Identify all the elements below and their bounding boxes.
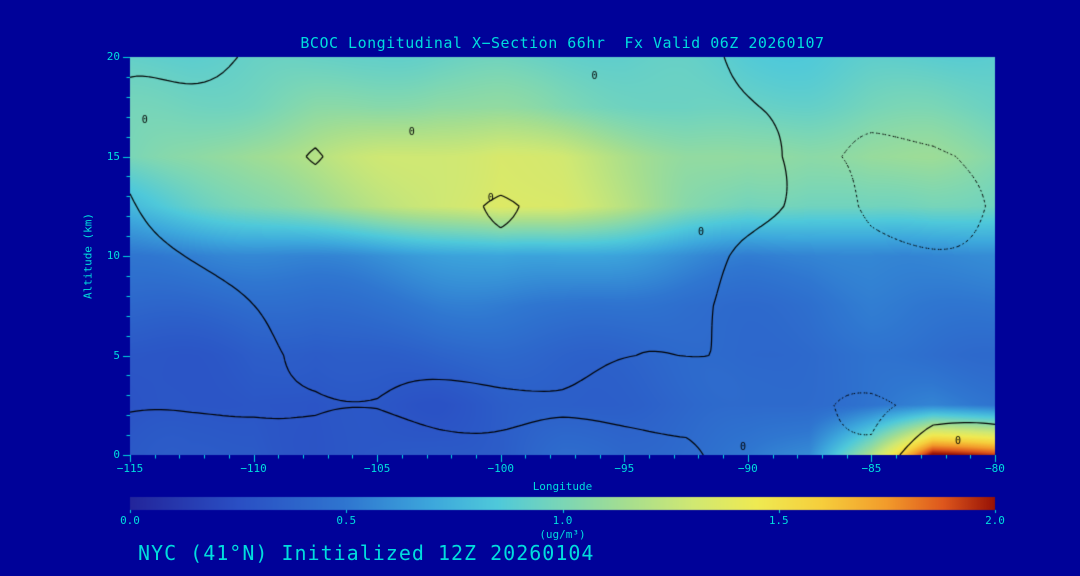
init-info-text: NYC (41°N) Initialized 12Z 20260104 <box>138 541 595 565</box>
x-tick-label: −80 <box>985 462 1005 475</box>
colorbar-tick-label: 2.0 <box>985 514 1005 527</box>
y-tick-label: 0 <box>113 448 120 461</box>
x-tick-label: −105 <box>363 462 391 475</box>
colorbar-tick-label: 1.5 <box>768 514 789 527</box>
y-tick-label: 15 <box>106 149 120 163</box>
y-tick-label: 20 <box>106 50 120 63</box>
y-tick-label: 5 <box>113 348 120 362</box>
x-axis-label: Longitude <box>532 480 593 493</box>
x-tick-label: −85 <box>861 462 882 475</box>
y-tick-label: 10 <box>106 249 120 262</box>
colorbar-units-label: (ug/m³) <box>539 528 586 541</box>
colorbar-tick-label: 1.0 <box>552 514 573 527</box>
x-tick-label: −115 <box>116 462 144 475</box>
colorbar-tick-label: 0.5 <box>336 514 357 527</box>
x-tick-label: −90 <box>737 462 758 475</box>
colorbar-tick-label: 0.0 <box>120 514 140 527</box>
x-tick-label: −100 <box>487 462 514 475</box>
plot-title: BCOC Longitudinal X−Section 66hr Fx Vali… <box>300 34 825 52</box>
x-tick-label: −95 <box>614 462 635 475</box>
x-tick-label: −110 <box>240 462 267 475</box>
